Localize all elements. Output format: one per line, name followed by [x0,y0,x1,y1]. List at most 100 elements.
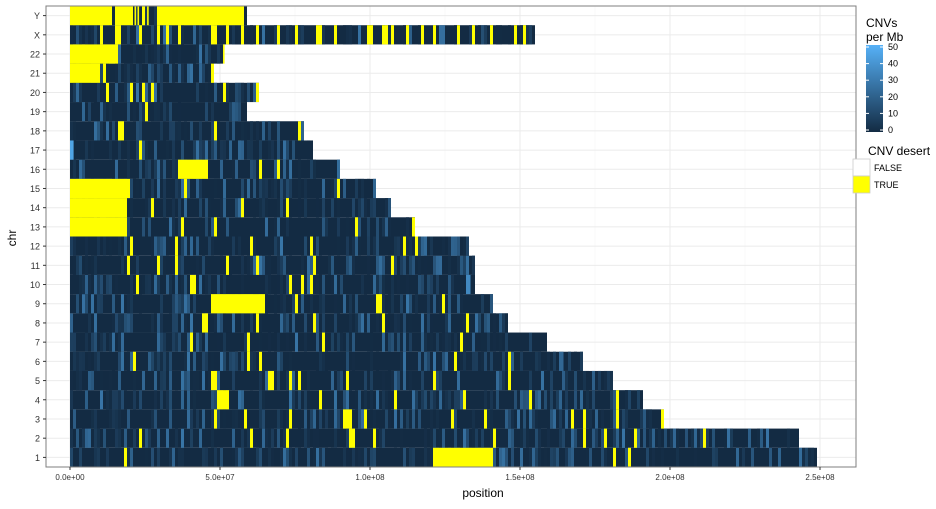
cnv-density-tile [424,332,427,352]
cnv-density-tile [109,274,112,295]
cnv-density-tile [676,428,679,448]
cnv-density-tile [388,198,391,218]
cnv-density-tile [154,294,157,314]
cnv-density-tile [358,236,361,256]
cnv-density-tile [232,370,235,391]
cnv-density-tile [376,255,379,275]
cnv-density-tile [337,351,340,371]
cnv-density-tile [121,390,124,410]
chr-row-11 [70,255,475,275]
cnv-density-tile [220,159,223,179]
desert-tile-12 [130,236,133,256]
cnv-density-tile [106,63,109,83]
cnv-density-tile [211,390,214,410]
y-tick-label: 20 [30,88,40,98]
cnv-density-tile [340,370,343,391]
y-tick-label: 21 [30,69,40,79]
cnv-density-tile [235,102,238,122]
cnv-density-tile [205,447,208,467]
cnv-density-tile [697,428,700,448]
cnv-density-tile [460,255,463,275]
cnv-density-tile [319,294,322,314]
cnv-density-tile [277,351,280,371]
cnv-density-tile [187,409,190,429]
cnv-density-tile [505,409,508,429]
cnv-density-tile [307,274,310,295]
cnv-density-tile [193,390,196,410]
cnv-density-tile [190,409,193,429]
cnv-density-tile [187,390,190,410]
desert-tile-7 [190,332,193,352]
cnv-density-tile [106,102,109,122]
cnv-density-tile [424,390,427,410]
cnv-density-tile [580,351,583,371]
cnv-density-tile [250,313,253,333]
cnv-density-tile [208,351,211,371]
cnv-density-tile [430,428,433,448]
cnv-density-tile [205,351,208,371]
cnv-density-tile [463,236,466,256]
cnv-density-tile [712,447,715,467]
cnv-density-tile [376,274,379,295]
cnv-density-tile [244,351,247,371]
cnv-density-tile [214,82,217,103]
cnv-density-tile [142,102,145,122]
desert-tile-X [115,25,121,45]
desert-tile-14 [241,198,244,218]
desert-tile-17 [139,140,142,160]
cnv-density-tile [382,428,385,448]
cnv-density-tile [154,370,157,391]
cnv-density-tile [313,409,316,429]
cnv-density-tile [70,121,73,141]
cnv-density-tile [343,178,346,199]
cnv-density-tile [436,274,439,295]
cnv-density-tile [469,25,472,45]
cnv-density-tile [217,332,220,352]
cnv-density-tile [184,313,187,333]
desert-tile-13 [214,217,217,237]
cnv-density-tile [325,447,328,467]
cnv-density-tile [112,409,115,429]
desert-tile-9 [295,294,298,314]
cnv-density-tile [337,313,340,333]
cnv-density-tile [463,255,466,275]
cnv-density-tile [382,390,385,410]
cnv-density-tile [187,370,190,391]
cnv-density-tile [742,447,745,467]
cnv-density-tile [382,217,385,237]
cnv-density-tile [547,409,550,429]
cnv-density-tile [454,390,457,410]
y-tick-label: 14 [30,203,40,213]
desert-tile-19 [145,102,148,122]
cnv-density-tile [241,178,244,199]
cnv-density-tile [358,25,361,45]
cnv-hotspot-tile [70,140,74,160]
cnv-density-tile [412,409,415,429]
cnv-density-tile [157,178,160,199]
cnv-density-tile [106,121,109,141]
cnv-density-tile [163,332,166,352]
cnv-density-tile [808,447,811,467]
cnv-density-tile [400,428,403,448]
cnv-density-tile [106,274,109,295]
cnv-density-tile [625,409,628,429]
cnv-density-tile [148,351,151,371]
cnv-density-tile [178,332,181,352]
chr-row-7 [70,332,547,352]
cnv-density-tile [244,121,247,141]
desert-tile-7 [247,332,250,352]
cnv-density-tile [346,236,349,256]
cnv-density-tile [181,274,184,295]
cnv-density-tile [502,447,505,467]
cnv-density-tile [613,409,616,429]
cnv-density-tile [235,121,238,141]
cnv-density-tile [289,447,292,467]
cnv-density-tile [196,178,199,199]
cnv-density-tile [448,236,451,256]
cnv-density-tile [313,447,316,467]
cnv-density-tile [442,390,445,410]
cnv-density-tile [532,447,535,467]
cnv-density-tile [403,313,406,333]
cnv-density-tile [94,313,97,333]
cnv-density-tile [445,332,448,352]
